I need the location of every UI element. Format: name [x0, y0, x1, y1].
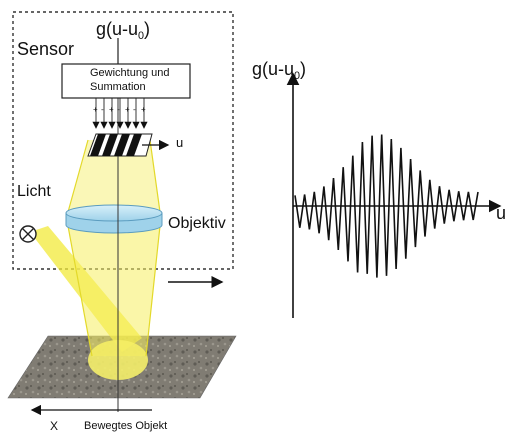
plot-y-subscript: 0: [294, 69, 301, 82]
light-cone-upper: [68, 140, 160, 212]
plot-y-label: g(u-u0): [252, 60, 306, 82]
svg-text:-: -: [117, 105, 120, 114]
light-cone-lower: [68, 226, 160, 356]
formula-top: g(u-u0): [96, 20, 150, 42]
plot-x-label: u: [496, 203, 507, 223]
weighting-box: [61, 63, 191, 99]
formula-top-subscript: 0: [138, 29, 145, 42]
plot-y-close: ): [300, 59, 307, 79]
box-label-line1: Gewichtung und: [90, 67, 170, 79]
box-label-line2: Summation: [90, 81, 146, 93]
formula-top-close: ): [144, 19, 151, 39]
svg-text:+: +: [93, 105, 98, 114]
svg-text:+: +: [141, 105, 146, 114]
circle-x-icon: [19, 225, 37, 243]
svg-text:-: -: [133, 105, 136, 114]
signal-lines: [92, 98, 148, 129]
plot-y-main: g(u-u: [252, 59, 295, 79]
sensor-frame: [12, 11, 234, 270]
grating-sensor: [87, 133, 153, 157]
objektiv-label: Objektiv: [168, 215, 226, 232]
svg-text:+: +: [109, 105, 114, 114]
u-axis-small-label: u: [176, 135, 184, 150]
svg-text:-: -: [101, 105, 104, 114]
formula-top-main: g(u-u: [96, 19, 139, 39]
object-label: Bewegtes Objekt: [84, 420, 168, 432]
svg-text:+: +: [125, 105, 130, 114]
signal-curve: [294, 134, 479, 278]
objective-lens: [65, 204, 163, 234]
sensor-label: Sensor: [17, 39, 75, 59]
licht-label: Licht: [17, 183, 51, 200]
x-axis-label: X: [50, 419, 59, 433]
